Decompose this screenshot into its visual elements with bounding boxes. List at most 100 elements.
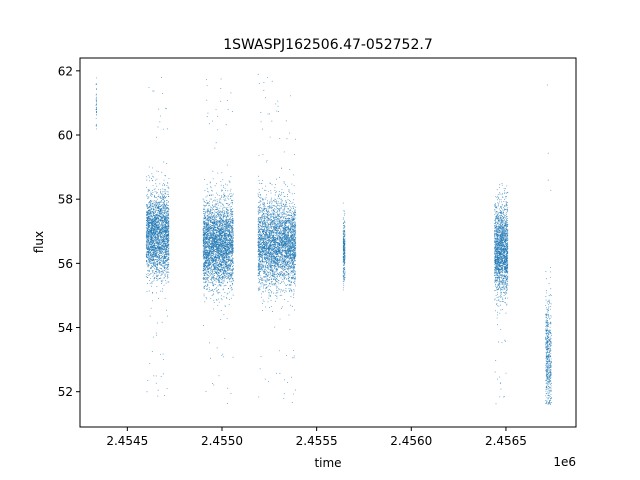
data-point xyxy=(210,267,212,268)
data-point xyxy=(163,190,165,192)
data-point xyxy=(154,203,156,205)
data-point xyxy=(216,275,218,277)
data-point xyxy=(223,192,225,194)
data-point xyxy=(158,201,160,203)
data-point xyxy=(214,211,216,213)
data-point xyxy=(216,299,217,300)
data-point xyxy=(155,292,157,294)
data-point xyxy=(156,202,158,204)
data-point xyxy=(163,195,165,197)
data-point xyxy=(162,290,164,292)
data-point xyxy=(146,234,148,236)
data-point xyxy=(154,231,156,232)
data-point xyxy=(217,252,219,254)
data-point xyxy=(160,218,162,220)
data-point xyxy=(163,225,165,227)
data-point xyxy=(213,216,215,217)
data-point xyxy=(158,210,160,212)
data-point xyxy=(163,262,165,264)
data-point xyxy=(218,199,220,201)
data-point xyxy=(157,239,159,240)
data-point xyxy=(211,208,213,210)
data-point xyxy=(216,269,217,271)
data-point xyxy=(159,229,161,230)
data-point xyxy=(209,266,210,268)
data-point xyxy=(148,290,150,292)
data-point xyxy=(219,279,221,281)
data-point xyxy=(147,265,149,266)
data-point xyxy=(149,226,151,228)
data-point xyxy=(152,175,154,177)
data-point xyxy=(155,183,157,185)
data-point xyxy=(154,248,156,250)
data-point xyxy=(149,250,150,251)
data-point xyxy=(214,204,216,206)
data-point xyxy=(228,212,230,214)
data-point xyxy=(222,235,224,237)
data-point xyxy=(159,250,161,252)
data-point xyxy=(217,261,219,263)
data-point xyxy=(154,200,156,202)
data-point xyxy=(207,281,209,283)
data-point xyxy=(230,199,232,201)
data-point xyxy=(147,254,148,256)
data-point xyxy=(212,274,214,276)
data-point xyxy=(167,214,169,216)
data-point xyxy=(153,205,155,207)
data-point xyxy=(164,263,166,265)
data-point xyxy=(161,220,163,222)
data-point xyxy=(158,297,160,299)
data-point xyxy=(216,199,218,201)
data-point xyxy=(157,257,159,259)
data-point xyxy=(227,275,229,276)
data-point xyxy=(153,222,155,224)
data-point xyxy=(151,228,153,230)
data-point xyxy=(154,217,156,219)
data-point xyxy=(154,219,156,221)
data-point xyxy=(153,189,155,191)
data-point xyxy=(154,246,156,248)
data-point xyxy=(157,254,159,256)
data-point xyxy=(150,265,152,267)
data-point xyxy=(229,211,231,213)
data-point xyxy=(153,260,155,262)
data-point xyxy=(224,292,226,293)
data-point xyxy=(232,280,234,282)
data-point xyxy=(218,292,220,294)
data-point xyxy=(154,224,156,226)
data-point xyxy=(155,219,157,221)
data-point xyxy=(163,395,165,396)
data-point xyxy=(217,221,219,223)
data-point xyxy=(157,274,159,276)
data-point xyxy=(203,259,205,261)
data-point xyxy=(150,232,152,234)
data-point xyxy=(161,212,163,214)
data-point xyxy=(151,230,153,232)
data-point xyxy=(152,185,154,186)
data-point xyxy=(205,257,207,259)
data-point xyxy=(202,198,204,200)
data-point xyxy=(150,193,152,195)
data-point xyxy=(146,236,147,238)
data-point xyxy=(221,270,222,272)
data-point xyxy=(147,237,149,239)
data-point xyxy=(164,192,166,194)
data-point xyxy=(157,270,159,272)
data-point xyxy=(231,263,233,265)
data-point xyxy=(203,244,205,246)
data-point xyxy=(216,260,218,262)
data-point xyxy=(145,253,147,255)
data-point xyxy=(152,192,154,193)
data-point xyxy=(211,256,212,258)
data-point xyxy=(148,264,150,265)
data-point xyxy=(150,203,152,205)
data-point xyxy=(160,229,162,231)
data-point xyxy=(152,260,154,262)
data-point xyxy=(152,242,153,244)
data-point xyxy=(147,250,149,252)
data-point xyxy=(154,207,156,209)
data-point xyxy=(148,251,150,253)
data-point xyxy=(164,273,166,275)
data-point xyxy=(157,189,159,191)
data-point xyxy=(231,249,232,251)
